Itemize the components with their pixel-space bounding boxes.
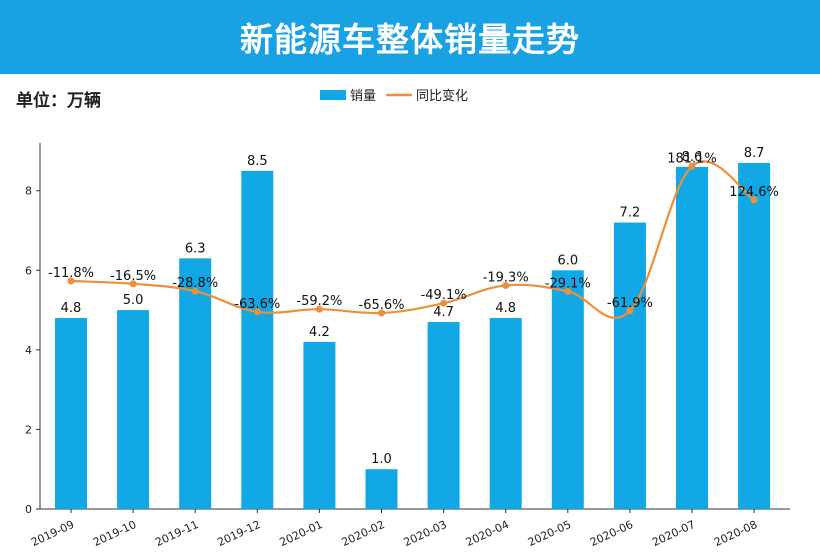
yoy-point (564, 287, 572, 295)
yoy-value-label: -59.2% (296, 294, 342, 309)
yoy-point (626, 307, 634, 315)
yoy-value-label: -63.6% (234, 297, 280, 312)
x-tick-label: 2020-02 (340, 518, 387, 549)
bar-value-label: 4.8 (495, 301, 516, 316)
y-tick-label: 8 (25, 185, 32, 198)
bar-value-label: 5.0 (123, 293, 144, 308)
yoy-point (315, 305, 323, 313)
bar (676, 166, 708, 509)
bar-value-label: 6.3 (185, 241, 206, 256)
yoy-point (67, 277, 75, 285)
x-tick-label: 2020-08 (712, 518, 759, 549)
yoy-point (378, 309, 385, 317)
y-tick-label: 6 (25, 264, 32, 277)
yoy-point (750, 196, 758, 204)
chart-title: 新能源车整体销量走势 (240, 20, 580, 59)
title-banner: 新能源车整体销量走势 (0, 0, 820, 74)
legend-line-label: 同比变化 (416, 88, 468, 104)
yoy-value-label: -65.6% (359, 298, 405, 313)
bar (117, 310, 150, 509)
yoy-value-label: -28.8% (172, 276, 218, 291)
yoy-point (129, 280, 137, 288)
bar-value-label: 8.5 (247, 154, 268, 169)
bar (179, 258, 212, 509)
x-tick-label: 2020-07 (650, 518, 697, 549)
y-tick-label: 2 (25, 423, 32, 436)
bar (489, 318, 522, 509)
x-tick-label: 2020-06 (588, 518, 635, 549)
yoy-point (253, 308, 261, 316)
yoy-value-label: -61.9% (607, 296, 653, 311)
y-tick-label: 4 (25, 344, 32, 357)
yoy-line (70, 160, 755, 319)
x-tick-label: 2020-01 (278, 518, 325, 549)
x-tick-label: 2019-09 (29, 518, 76, 549)
bar-value-label: 4.8 (61, 301, 82, 316)
yoy-value-label: 124.6% (729, 185, 779, 200)
yoy-point (191, 287, 199, 295)
yoy-value-label: -49.1% (421, 288, 467, 303)
x-tick-label: 2020-03 (402, 518, 449, 549)
x-tick-label: 2019-10 (91, 518, 138, 549)
yoy-value-label: -16.5% (110, 269, 156, 284)
yoy-value-label: -11.8% (48, 266, 94, 281)
x-tick-label: 2020-05 (526, 518, 573, 549)
bar (613, 222, 646, 509)
yoy-point (502, 281, 510, 289)
bar (551, 270, 584, 509)
yoy-point (440, 299, 448, 307)
x-tick-label: 2019-11 (153, 518, 200, 549)
bar-value-label: 4.7 (433, 305, 454, 320)
bar-value-label: 1.0 (371, 452, 392, 467)
bar (55, 318, 87, 509)
legend-bar-swatch (320, 90, 346, 100)
bar-value-label: 6.0 (557, 253, 578, 268)
x-tick-label: 2019-12 (215, 518, 262, 549)
x-tick-label: 2020-04 (464, 518, 511, 549)
bar-value-label: 7.2 (620, 206, 641, 221)
bar (738, 162, 771, 510)
bar (241, 170, 274, 509)
unit-label: 单位：万辆 (16, 91, 101, 111)
bar-value-label: 4.2 (309, 325, 330, 340)
bar (365, 469, 398, 509)
bar (427, 322, 460, 509)
yoy-value-label: -29.1% (545, 276, 591, 291)
bar (303, 341, 336, 509)
y-tick-label: 0 (25, 503, 32, 516)
bar-value-label: 8.6 (682, 150, 703, 165)
yoy-value-label: -19.3% (483, 270, 529, 285)
bar-value-label: 8.7 (744, 146, 765, 161)
yoy-value-label: 181.1% (667, 151, 717, 166)
yoy-point (688, 162, 696, 170)
legend-bar-label: 销量 (350, 89, 376, 104)
